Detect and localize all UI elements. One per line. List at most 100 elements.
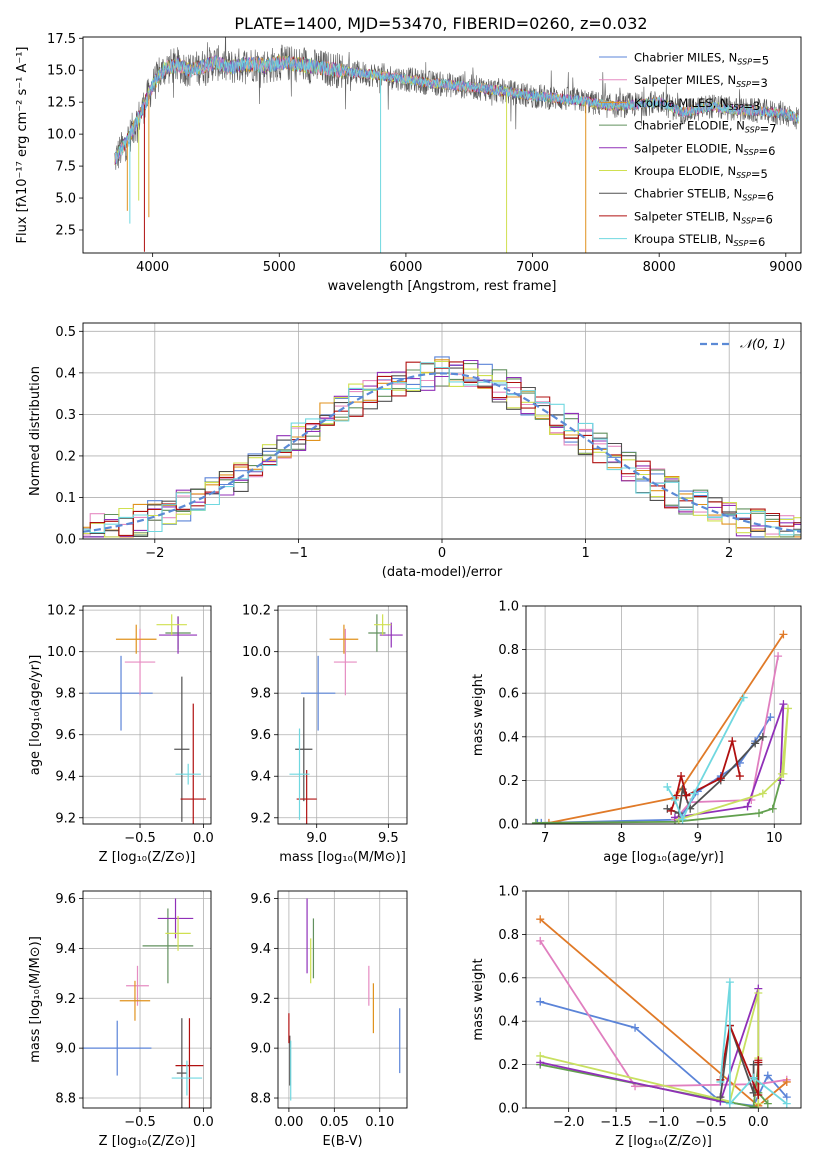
weight-marker	[758, 789, 767, 798]
weight-marker	[754, 1090, 763, 1099]
age_vs_mass-ytick-label: 10.0	[242, 645, 271, 660]
spectrum-xtick-label: 6000	[389, 260, 422, 275]
age_vs_Z-ytick-label: 9.8	[55, 687, 76, 702]
ebv-ytick-label: 8.8	[250, 1092, 271, 1107]
weight-marker	[743, 802, 752, 811]
age_vs_mass-frame	[277, 605, 408, 825]
legend-entry: Kroupa ELODIE, NSSP=5	[634, 164, 768, 181]
ebv-frame	[277, 890, 408, 1109]
age_vs_Z-xtick-label: 0.0	[193, 831, 214, 846]
weight-marker	[663, 782, 672, 791]
weight_vs_age-ytick-label: 0.0	[498, 818, 519, 833]
spectrum-line	[114, 56, 799, 165]
weight-line	[537, 716, 772, 824]
weight-marker	[716, 774, 725, 783]
gaussian-curve	[83, 372, 801, 533]
weight_vs_age-ytick-label: 0.6	[498, 687, 519, 702]
weight-marker	[531, 818, 540, 824]
weight-marker	[716, 1093, 725, 1102]
residuals-series	[83, 356, 801, 538]
weight_vs_age-xtick-label: 10	[766, 831, 783, 846]
weight_vs_age-ytick-label: 1.0	[498, 600, 519, 615]
legend-entry: Kroupa STELIB, NSSP=6	[634, 232, 765, 249]
spectrum-ylabel: Flux [fλ10⁻¹⁷ erg cm⁻² s⁻¹ A⁻¹]	[15, 47, 30, 244]
age_vs_Z-ytick-label: 10.0	[47, 645, 76, 660]
weight_vs_Z-axes: −2.0 −1.5 −1.0 −0.5 0.0 0.0 0.2 0.4 0.6 0.8 1.0 Z […	[471, 885, 801, 1149]
residuals-frame	[82, 322, 802, 540]
weight-line	[674, 703, 785, 819]
weight_vs_age-frame	[525, 605, 802, 825]
weight_vs_Z-frame	[525, 890, 802, 1109]
weight-marker	[739, 693, 748, 702]
spectrum-ytick-label: 15.0	[47, 64, 76, 79]
weight_vs_Z-ytick-label: 0.8	[498, 928, 519, 943]
spectrum-ytick-label: 10.0	[47, 128, 76, 143]
weight_vs_Z-ylabel: mass weight	[471, 958, 486, 1040]
age_vs_Z-xlabel: Z [log₁₀(Z/Z⊙)]	[99, 850, 196, 865]
ebv-xlabel: E(B-V)	[322, 1134, 362, 1149]
spectrum-ytick-label: 17.5	[47, 32, 76, 47]
spectrum-ytick-label: 7.5	[55, 160, 76, 175]
spectrum-ytick-label: 5.0	[55, 192, 76, 207]
mass_vs_Z-ytick-label: 9.6	[55, 892, 76, 907]
weight_vs_Z-xtick-label: −1.5	[600, 1115, 632, 1130]
age_vs_Z-ytick-label: 9.6	[55, 728, 76, 743]
residuals-ytick-label: 0.0	[55, 533, 76, 548]
residuals-ytick-label: 0.3	[55, 408, 76, 423]
age_vs_Z-ytick-label: 10.2	[47, 604, 76, 619]
legend-entry: Chabrier ELODIE, NSSP=7	[634, 119, 777, 136]
age_vs_mass-ytick-label: 9.6	[250, 728, 271, 743]
weight_vs_age-ytick-label: 0.2	[498, 774, 519, 789]
weight-marker	[749, 1088, 758, 1097]
weight-marker	[777, 769, 786, 778]
residuals-xtick-label: 0	[438, 546, 446, 561]
spectrum-ytick-label: 12.5	[47, 96, 76, 111]
histogram-step	[83, 362, 801, 536]
age_vs_mass-xtick-label: 9.5	[378, 831, 399, 846]
weight-marker	[672, 791, 681, 800]
weight-marker	[782, 1077, 791, 1086]
age_vs_mass-ytick-label: 9.2	[250, 811, 271, 826]
spectrum-series	[114, 37, 799, 253]
residuals-ytick-label: 0.4	[55, 366, 76, 381]
residuals-xlabel: (data-model)/error	[382, 565, 503, 580]
spectrum-axes: 4000 5000 6000 7000 8000 9000 2.5 5.0 7.5 10.0 12.…	[15, 32, 802, 294]
weight-marker	[682, 791, 691, 800]
mass_vs_Z-ytick-label: 8.8	[55, 1092, 76, 1107]
weight-marker	[782, 1099, 791, 1108]
weight-marker	[749, 1073, 758, 1082]
age_vs_Z-frame	[82, 605, 212, 825]
weight-marker	[766, 713, 775, 722]
weight-marker	[751, 739, 760, 748]
age_vs_Z-series	[89, 614, 206, 824]
age_vs_mass-xlabel: mass [log₁₀(M/M⊙)]	[279, 850, 406, 865]
weight-marker	[536, 936, 545, 945]
weight_vs_Z-xlabel: Z [log₁₀(Z/Z⊙)]	[615, 1134, 712, 1149]
age_vs_Z-ytick-label: 9.2	[55, 811, 76, 826]
weight-line	[539, 940, 787, 1088]
residuals-axes: −2 −1 0 1 2 0.0 0.1 0.2 0.3 0.4 0.5 (data-model)/er…	[28, 323, 801, 580]
weight_vs_Z-ytick-label: 0.6	[498, 971, 519, 986]
ebv-ytick-label: 9.6	[250, 892, 271, 907]
age_vs_Z-xtick-label: −0.5	[124, 831, 156, 846]
ebv-xtick-label: 0.00	[274, 1115, 303, 1130]
residuals-ylabel: Normed distribution	[28, 366, 43, 496]
weight_vs_Z-xtick-label: −0.5	[695, 1115, 727, 1130]
age_vs_mass-axes: 9.0 9.5 9.2 9.4 9.6 9.8 10.0 10.2 mass [log₁₀(M/…	[242, 604, 407, 865]
weight_vs_age-xtick-label: 8	[617, 831, 625, 846]
ebv-xtick-label: 0.10	[365, 1115, 394, 1130]
histogram-step	[83, 359, 801, 538]
mass_vs_Z-series	[83, 898, 204, 1108]
mass_vs_Z-ylabel: mass [log₁₀(M/M⊙)]	[28, 936, 43, 1063]
spectrum-xtick-label: 8000	[643, 260, 676, 275]
mass_vs_Z-ytick-label: 9.2	[55, 992, 76, 1007]
legend-entry: 𝒩(0, 1)	[740, 336, 786, 351]
weight-marker	[774, 652, 783, 661]
residuals-ytick-label: 0.5	[55, 325, 76, 340]
spectrum-xtick-label: 7000	[516, 260, 549, 275]
age_vs_mass-ytick-label: 10.2	[242, 604, 271, 619]
residuals-xtick-label: −2	[145, 546, 164, 561]
mass_vs_Z-ytick-label: 9.4	[55, 942, 76, 957]
weight-marker	[716, 1077, 725, 1086]
weight_vs_age-ylabel: mass weight	[471, 674, 486, 756]
